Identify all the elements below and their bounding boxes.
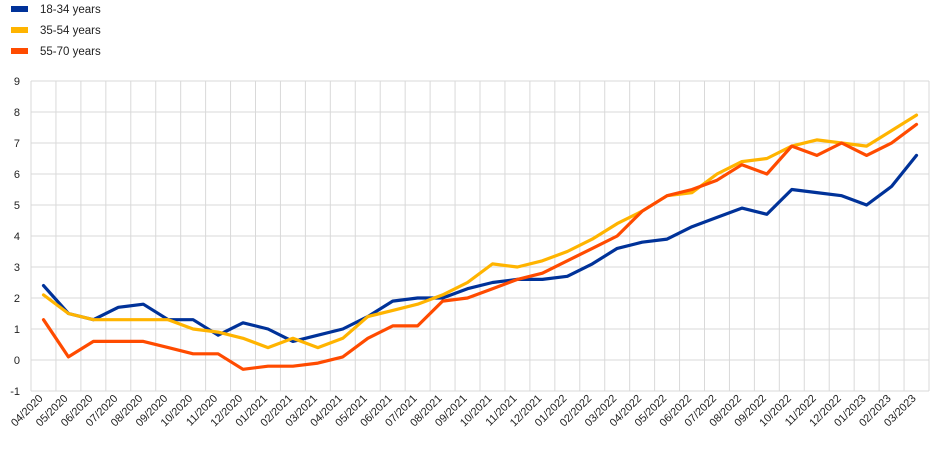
y-tick-label: 1 [14,324,20,336]
legend-label-0: 18-34 years [40,4,101,16]
y-tick-label: 8 [14,107,20,119]
y-tick-label: 2 [14,293,20,305]
legend-swatch-2 [11,48,28,54]
legend: 18-34 years 35-54 years 55-70 years [11,4,101,58]
y-tick-label: 4 [14,231,20,243]
y-tick-label: -1 [10,386,20,398]
y-tick-label: 5 [14,200,20,212]
y-tick-label: 3 [14,262,20,274]
legend-label-1: 35-54 years [40,25,101,37]
x-axis-ticks: 04/202005/202006/202007/202008/202009/20… [9,393,919,430]
series-line-1 [41,113,919,350]
y-tick-label: 6 [14,169,20,181]
grid-lines [30,80,930,392]
series-line-0 [41,153,919,343]
legend-swatch-0 [11,6,28,12]
y-tick-label: 0 [14,355,20,367]
y-tick-label: 7 [14,138,20,150]
series-lines [41,113,919,371]
series-line-2 [41,122,919,371]
legend-label-2: 55-70 years [40,46,101,58]
y-axis-ticks: -1 0 1 2 3 4 5 6 7 8 9 [10,76,20,398]
y-tick-label: 9 [14,76,20,88]
legend-swatch-1 [11,27,28,33]
